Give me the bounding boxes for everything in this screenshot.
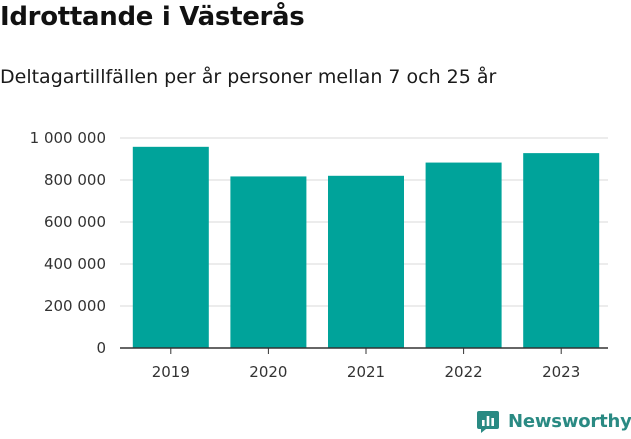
x-tick-label: 2019 xyxy=(152,363,190,381)
bar-chart: 0 200 000 400 000 600 000 800 000 1 000 000 2… xyxy=(30,129,608,381)
bar-2022 xyxy=(425,162,502,348)
y-tick-label: 400 000 xyxy=(44,255,106,273)
x-axis-ticks: 2019 2020 2021 2022 2023 xyxy=(152,348,580,381)
y-axis-ticks: 0 200 000 400 000 600 000 800 000 1 000 000 xyxy=(30,129,106,357)
y-tick-label: 200 000 xyxy=(44,297,106,315)
newsworthy-logo-icon xyxy=(477,411,499,433)
chart-title: Idrottande i Västerås xyxy=(0,2,305,32)
y-tick-label: 1 000 000 xyxy=(30,129,106,147)
y-tick-label: 0 xyxy=(96,339,106,357)
bars xyxy=(132,146,600,348)
y-tick-label: 800 000 xyxy=(44,171,106,189)
bar-2020 xyxy=(230,176,307,348)
x-tick-label: 2022 xyxy=(445,363,483,381)
newsworthy-logo-text: Newsworthy xyxy=(508,410,631,432)
bar-2023 xyxy=(523,153,600,348)
chart-subtitle: Deltagartillfällen per år personer mella… xyxy=(0,66,497,88)
x-tick-label: 2021 xyxy=(347,363,385,381)
y-tick-label: 600 000 xyxy=(44,213,106,231)
x-tick-label: 2020 xyxy=(249,363,287,381)
bar-2021 xyxy=(328,175,404,348)
x-tick-label: 2023 xyxy=(542,363,580,381)
bar-2019 xyxy=(132,146,209,348)
newsworthy-logo[interactable]: Newsworthy xyxy=(476,408,631,434)
